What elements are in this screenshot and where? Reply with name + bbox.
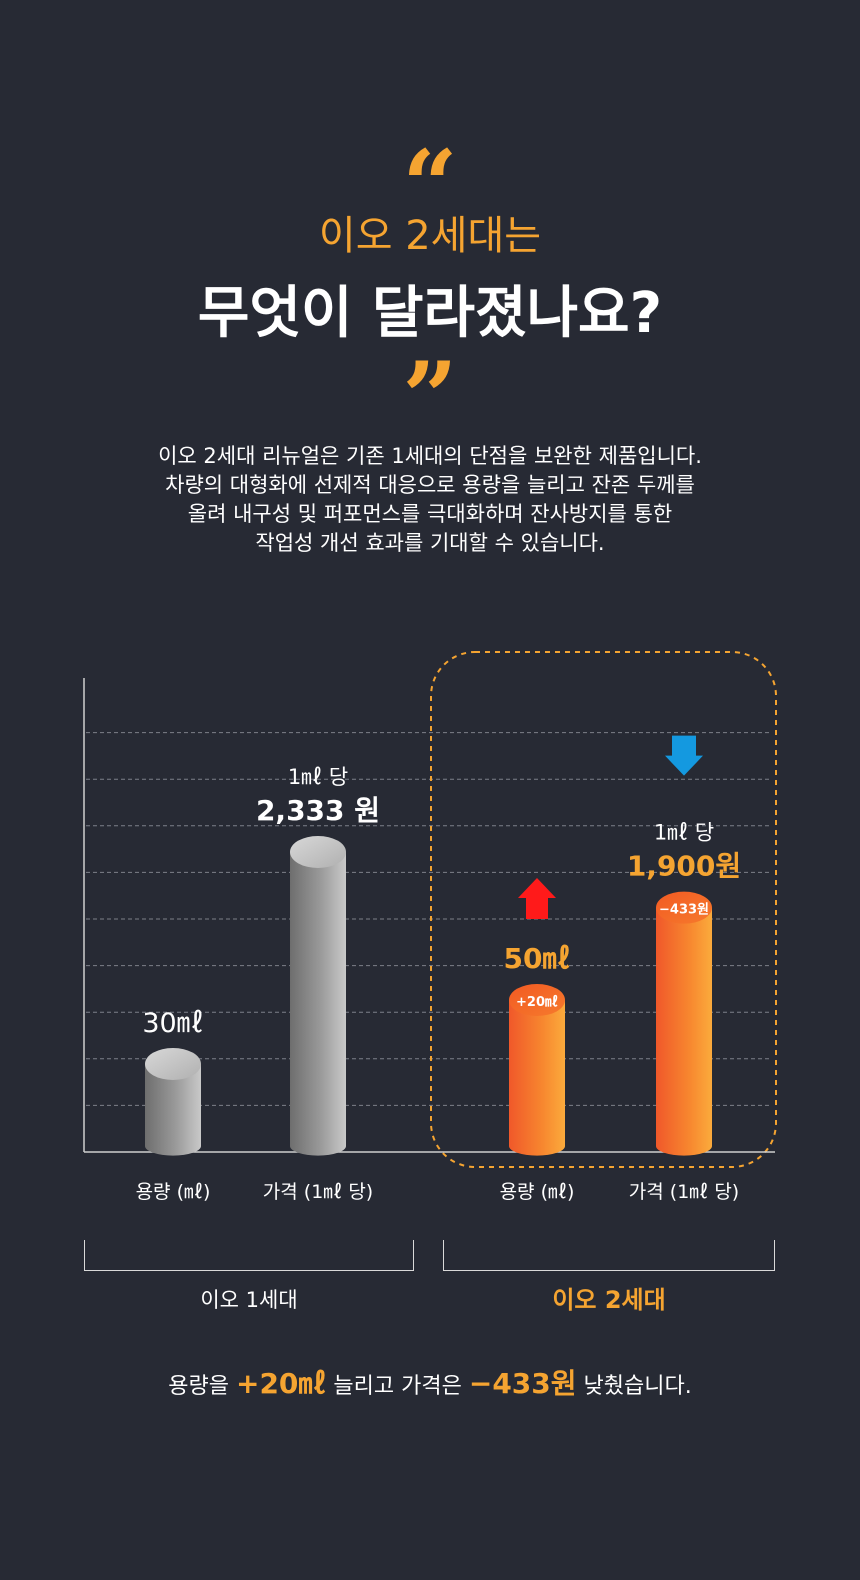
- bar: [290, 836, 346, 1156]
- arrow-up-icon: [518, 878, 556, 919]
- bar-body: [509, 1000, 565, 1156]
- headline-accent: 이오 2세대는: [318, 213, 542, 259]
- bar-cap: [509, 984, 565, 1016]
- summary-price-delta: −433원: [468, 1367, 577, 1400]
- intro-text: 이오 2세대 리뉴얼은 기존 1세대의 단점을 보완한 제품입니다. 차량의 대…: [100, 442, 760, 558]
- bar-body: [145, 1064, 201, 1156]
- headline-main: 무엇이 달라졌나요?: [197, 281, 663, 346]
- bar: [145, 1048, 201, 1156]
- bar-unit-label: 1㎖ 당: [654, 821, 714, 845]
- bar-value-label: 2,333 원: [256, 794, 380, 827]
- category-label: 용량 (㎖): [136, 1181, 211, 1203]
- summary-prefix: 용량을: [168, 1374, 229, 1399]
- comparison-chart: 30㎖ 용량 (㎖) 2,333 원 1㎖ 당가격 (1㎖ 당) +20㎖ 50㎖ 용량 (…: [83, 651, 777, 1203]
- category-label: 가격 (1㎖ 당): [263, 1181, 373, 1203]
- summary-volume-delta: +20㎖: [235, 1367, 327, 1400]
- bar-cap: [290, 836, 346, 868]
- bar-value-label: 1,900원: [627, 850, 741, 883]
- group-label-gen2: 이오 2세대: [552, 1286, 666, 1314]
- intro-line: 차량의 대형화에 선제적 대응으로 용량을 늘리고 잔존 두께를: [165, 473, 695, 497]
- summary-suffix: 낮췄습니다.: [583, 1374, 692, 1399]
- cap-badge-label: −433원: [659, 903, 709, 918]
- bar-cap: [656, 891, 712, 924]
- category-label: 가격 (1㎖ 당): [629, 1181, 739, 1203]
- arrow-down-icon: [665, 735, 703, 776]
- summary-text: 용량을 +20㎖ 늘리고 가격은 −433원 낮췄습니다.: [0, 1362, 860, 1402]
- bar: [509, 984, 565, 1156]
- bracket-gen1: [84, 1240, 414, 1271]
- gen2-highlight-box: [430, 651, 777, 1168]
- bar-value-label: 50㎖: [504, 942, 571, 975]
- summary-middle: 늘리고 가격은: [333, 1374, 462, 1399]
- bracket-gen2: [443, 1240, 775, 1271]
- intro-line: 올려 내구성 및 퍼포먼스를 극대화하며 잔사방지를 통한: [187, 502, 673, 526]
- intro-line: 이오 2세대 리뉴얼은 기존 1세대의 단점을 보완한 제품입니다.: [158, 444, 702, 468]
- quote-close-icon: ”: [402, 341, 458, 454]
- bar-value-label: 30㎖: [142, 1008, 203, 1039]
- bar: [656, 891, 712, 1156]
- intro-line: 작업성 개선 효과를 기대할 수 있습니다.: [255, 531, 605, 555]
- category-label: 용량 (㎖): [500, 1181, 575, 1203]
- cap-badge-label: +20㎖: [516, 994, 558, 1010]
- bar-body: [656, 907, 712, 1156]
- quote-open-icon: “: [402, 129, 458, 242]
- bar-cap: [145, 1048, 201, 1080]
- bar-body: [290, 852, 346, 1156]
- bar-unit-label: 1㎖ 당: [288, 765, 348, 789]
- group-label-gen1: 이오 1세대: [200, 1288, 298, 1312]
